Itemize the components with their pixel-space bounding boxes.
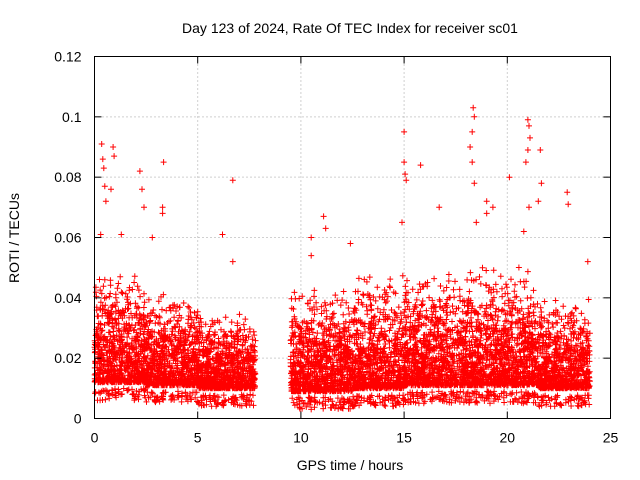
chart-title: Day 123 of 2024, Rate Of TEC Index for r… xyxy=(182,20,518,36)
y-axis-label: ROTI / TECUs xyxy=(6,193,22,283)
x-tick-label: 5 xyxy=(194,430,202,446)
grid-lines xyxy=(94,56,611,419)
x-tick-label: 20 xyxy=(500,430,516,446)
y-tick-label: 0 xyxy=(74,411,82,427)
data-points xyxy=(91,104,593,413)
x-tick-label: 15 xyxy=(396,430,412,446)
y-tick-label: 0.02 xyxy=(54,350,81,366)
y-tick-label: 0.04 xyxy=(54,290,81,306)
x-tick-label: 10 xyxy=(293,430,309,446)
axis-ticks xyxy=(94,56,611,419)
y-tick-labels: 0 0.02 0.04 0.06 0.08 0.1 0.12 xyxy=(54,49,81,427)
y-tick-label: 0.1 xyxy=(62,109,82,125)
x-tick-label: 25 xyxy=(603,430,619,446)
scatter-points xyxy=(91,104,593,413)
y-tick-label: 0.12 xyxy=(54,49,81,65)
x-tick-label: 0 xyxy=(91,430,99,446)
x-axis-label: GPS time / hours xyxy=(297,457,404,473)
y-tick-label: 0.06 xyxy=(54,230,81,246)
x-tick-labels: 0 5 10 15 20 25 xyxy=(91,430,619,446)
y-tick-label: 0.08 xyxy=(54,169,81,185)
